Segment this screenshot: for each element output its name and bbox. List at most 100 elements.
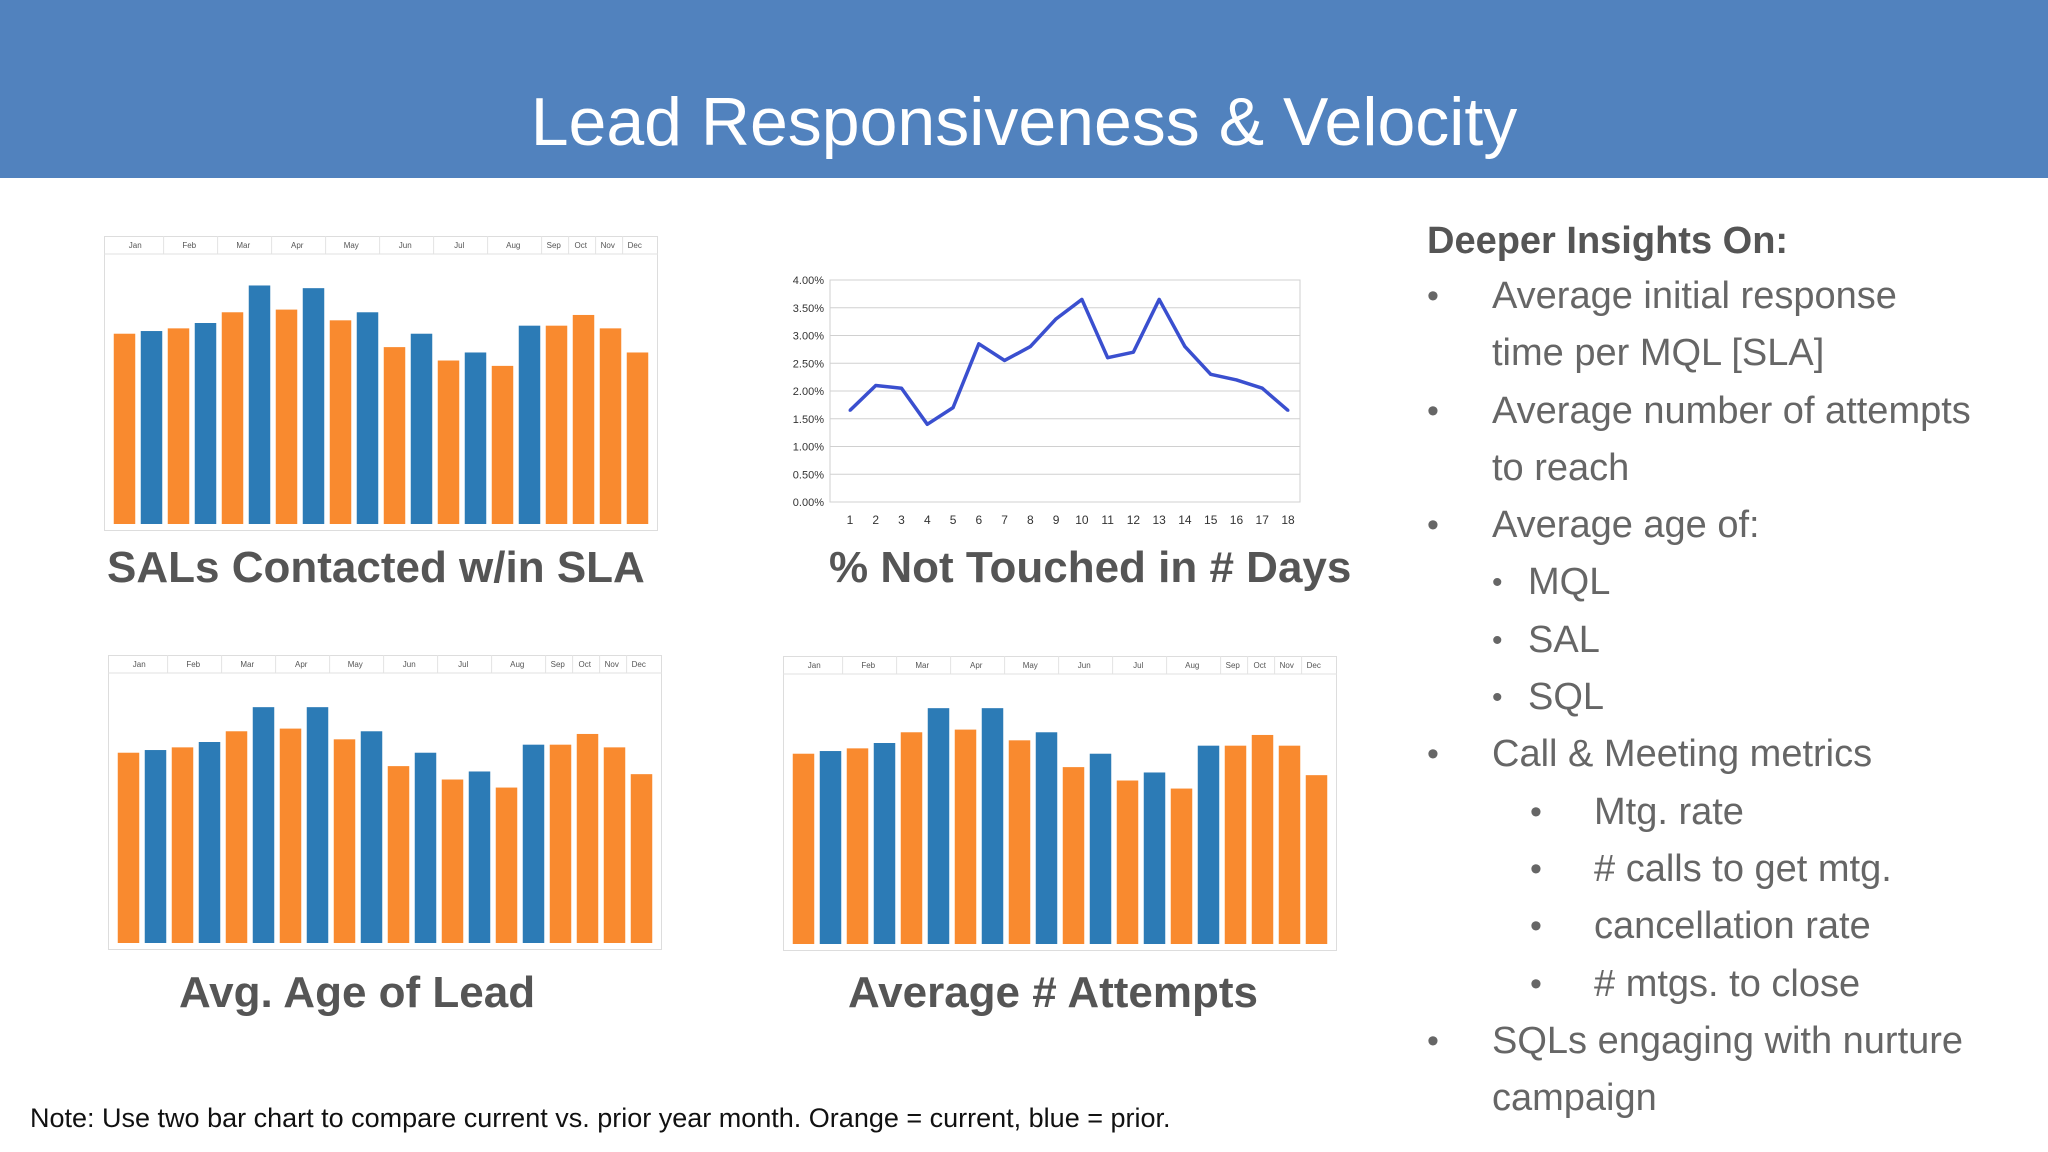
bar-current bbox=[221, 312, 244, 524]
month-label: May bbox=[1023, 661, 1038, 670]
bar-current bbox=[603, 747, 626, 943]
insight-text: Call & Meeting metrics bbox=[1492, 733, 1873, 776]
insights-list: • Average initial response time per MQL [S… bbox=[1427, 268, 2027, 1127]
month-label: Jun bbox=[399, 241, 412, 250]
month-label: Apr bbox=[291, 241, 304, 250]
bar-current bbox=[599, 328, 622, 524]
insight-item: • SAL bbox=[1427, 612, 2027, 669]
bullet-icon: • bbox=[1427, 277, 1439, 315]
x-tick-label: 18 bbox=[1281, 513, 1295, 527]
y-tick-label: 3.00% bbox=[793, 331, 824, 343]
series-line bbox=[848, 297, 1290, 427]
bar-current bbox=[954, 729, 977, 944]
bar-current bbox=[491, 365, 514, 524]
bar-current bbox=[225, 731, 248, 943]
month-label: Feb bbox=[182, 241, 196, 250]
bar-prior bbox=[198, 742, 221, 943]
y-tick-label: 0.00% bbox=[793, 497, 824, 509]
bar-prior bbox=[140, 331, 163, 524]
bar-current bbox=[495, 787, 518, 943]
bar-current bbox=[383, 347, 406, 524]
x-tick-label: 7 bbox=[1001, 513, 1008, 527]
data-point bbox=[1286, 408, 1290, 412]
month-label: Jun bbox=[1078, 661, 1091, 670]
bar-current bbox=[1170, 788, 1193, 944]
insight-item: • # mtgs. to close bbox=[1427, 956, 2027, 1013]
bar-current bbox=[792, 753, 815, 944]
chart-caption-sals-contacted: SALs Contacted w/in SLA bbox=[107, 543, 645, 592]
month-label: Nov bbox=[1280, 661, 1294, 670]
bullet-icon: • bbox=[1427, 506, 1439, 545]
x-tick-label: 11 bbox=[1101, 513, 1114, 527]
month-label: Jan bbox=[129, 241, 142, 250]
month-label: Dec bbox=[628, 241, 642, 250]
line-chart-not-touched: 0.00% 0.50% 1.00% 1.50% 2.00% 2.50% 3.00% 3.50%… bbox=[793, 275, 1301, 527]
bar-prior bbox=[414, 752, 437, 943]
month-label: Mar bbox=[236, 241, 250, 250]
x-tick-label: 3 bbox=[898, 513, 905, 527]
insight-text: # calls to get mtg. bbox=[1594, 847, 1892, 890]
bullet-icon: • bbox=[1530, 792, 1542, 831]
x-tick-label: 5 bbox=[950, 513, 957, 527]
bullet-icon: • bbox=[1492, 623, 1503, 657]
bar-current bbox=[626, 352, 649, 524]
bar-prior bbox=[1143, 772, 1166, 944]
bar-current bbox=[275, 309, 298, 524]
data-point bbox=[1157, 297, 1161, 301]
month-label: Aug bbox=[1185, 661, 1199, 670]
insight-item: • SQLs engaging with nurture bbox=[1427, 1013, 2027, 1070]
bar-prior bbox=[248, 285, 271, 524]
bar-current bbox=[387, 766, 410, 943]
bar-current bbox=[333, 739, 356, 943]
data-point bbox=[1131, 350, 1135, 354]
footnote: Note: Use two bar chart to compare curre… bbox=[30, 1103, 1171, 1133]
x-tick-label: 17 bbox=[1256, 513, 1270, 527]
bar-prior bbox=[1197, 745, 1220, 944]
insight-item: • Average number of attempts bbox=[1427, 383, 2027, 440]
bar-current bbox=[545, 325, 568, 524]
insight-item: • MQL bbox=[1427, 554, 2027, 611]
chart-caption-avg-attempts: Average # Attempts bbox=[848, 968, 1258, 1017]
bar-prior bbox=[927, 708, 950, 944]
insight-item: • # calls to get mtg. bbox=[1427, 841, 2027, 898]
data-point bbox=[874, 383, 878, 387]
bar-current bbox=[437, 360, 460, 524]
data-point bbox=[925, 422, 929, 426]
insight-item: campaign bbox=[1427, 1070, 2027, 1127]
data-point bbox=[977, 342, 981, 346]
insight-text: Average number of attempts bbox=[1492, 389, 1971, 432]
bar-current bbox=[1278, 745, 1301, 944]
month-label: Feb bbox=[861, 661, 875, 670]
x-tick-label: 9 bbox=[1053, 513, 1060, 527]
data-point bbox=[1054, 317, 1058, 321]
bar-current bbox=[1062, 767, 1085, 944]
month-label: Sep bbox=[1226, 661, 1241, 670]
bar-current bbox=[171, 747, 194, 943]
insight-text: to reach bbox=[1492, 446, 1630, 489]
bar-chart-avg-age-of-lead: Jan Feb Mar Apr May Jun Jul Aug Sep Oct Nov Dec bbox=[108, 655, 662, 950]
bar-chart-sals-contacted: Jan Feb Mar Apr May Jun Jul Aug Sep Oct Nov Dec bbox=[104, 236, 658, 531]
data-point bbox=[900, 386, 904, 390]
month-label: Sep bbox=[551, 660, 566, 669]
bar-current bbox=[576, 733, 599, 943]
bar-current bbox=[329, 320, 352, 524]
bar-current bbox=[1008, 740, 1031, 944]
insight-item: • SQL bbox=[1427, 669, 2027, 726]
month-label: Jan bbox=[808, 661, 821, 670]
bar-prior bbox=[464, 352, 487, 524]
month-label: Dec bbox=[1307, 661, 1321, 670]
insight-text: SAL bbox=[1528, 618, 1600, 661]
bar-current bbox=[1116, 780, 1139, 944]
data-point bbox=[1080, 297, 1084, 301]
y-tick-label: 2.50% bbox=[793, 358, 824, 370]
bar-current bbox=[441, 779, 464, 943]
bar-prior bbox=[194, 323, 217, 524]
y-tick-label: 3.50% bbox=[793, 303, 824, 315]
month-label: May bbox=[348, 660, 363, 669]
insight-item: • Mtg. rate bbox=[1427, 784, 2027, 841]
bullet-icon: • bbox=[1492, 566, 1503, 600]
bar-prior bbox=[522, 744, 545, 943]
bar-prior bbox=[1089, 753, 1112, 944]
bar-prior bbox=[468, 771, 491, 943]
bar-current bbox=[1251, 734, 1274, 944]
